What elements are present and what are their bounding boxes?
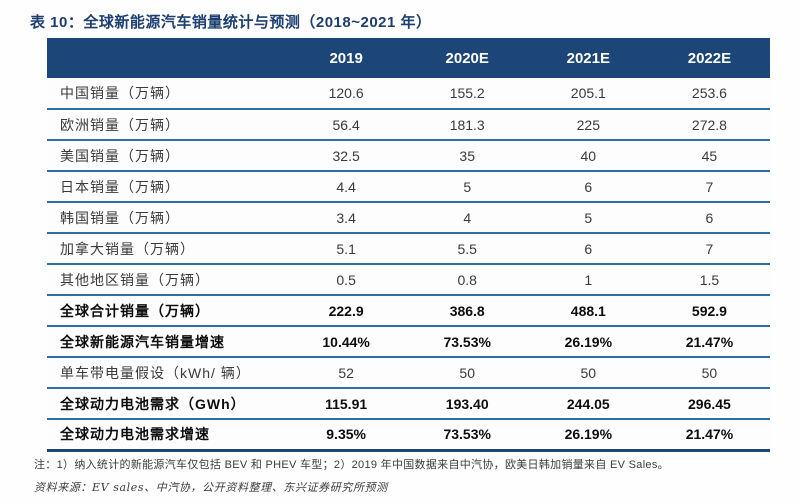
note-line: 注：1）纳入统计的新能源汽车仅包括 BEV 和 PHEV 车型；2）2019 年… <box>34 459 669 471</box>
cell-value: 6 <box>584 240 593 257</box>
row-label: 全球动力电池需求（GWh） <box>60 395 246 412</box>
sales-forecast-table: 2019 2020E 2021E 2022E 中国销量（万辆） 120.6 155.2 20… <box>47 38 770 452</box>
cell-value: 32.5 <box>332 147 360 164</box>
table-body: 中国销量（万辆） 120.6 155.2 205.1 253.6 欧洲销量（万辆） 56.4… <box>47 78 770 450</box>
table-row: 日本销量（万辆） 4.4 5 6 7 <box>47 171 770 202</box>
table-row: 全球动力电池需求增速 9.35% 73.53% 26.19% 21.47% <box>47 419 770 450</box>
table-row: 全球新能源汽车销量增速 10.44% 73.53% 26.19% 21.47% <box>47 326 770 357</box>
row-label: 其他地区销量（万辆） <box>60 271 210 288</box>
cell-value: 6 <box>705 209 714 226</box>
table-row: 加拿大销量（万辆） 5.1 5.5 6 7 <box>47 233 770 264</box>
cell-value: 73.53% <box>443 426 491 443</box>
col-header-year: 2020E <box>445 49 489 67</box>
cell-value: 244.05 <box>566 395 610 412</box>
cell-value: 5 <box>584 209 593 226</box>
row-label: 全球新能源汽车销量增速 <box>60 333 225 350</box>
cell-value: 0.5 <box>336 271 356 288</box>
footnotes: 注：1）纳入统计的新能源汽车仅包括 BEV 和 PHEV 车型；2）2019 年… <box>34 456 774 495</box>
row-label: 中国销量（万辆） <box>60 85 180 101</box>
table-row: 中国销量（万辆） 120.6 155.2 205.1 253.6 <box>47 78 770 109</box>
cell-value: 592.9 <box>691 302 727 319</box>
cell-value: 488.1 <box>570 302 606 319</box>
cell-value: 205.1 <box>570 85 606 101</box>
cell-value: 225 <box>576 116 600 133</box>
cell-value: 120.6 <box>328 85 364 101</box>
cell-value: 21.47% <box>685 333 734 350</box>
row-label: 全球合计销量（万辆） <box>60 302 210 319</box>
cell-value: 50 <box>459 364 475 381</box>
col-header-year: 2021E <box>566 49 610 67</box>
cell-value: 26.19% <box>564 426 613 443</box>
col-header-year: 2019 <box>329 49 363 67</box>
cell-value: 40 <box>580 147 597 164</box>
cell-value: 155.2 <box>449 85 485 101</box>
table-row: 全球合计销量（万辆） 222.9 386.8 488.1 592.9 <box>47 295 770 326</box>
cell-value: 7 <box>705 178 714 195</box>
cell-value: 253.6 <box>691 85 727 101</box>
cell-value: 1 <box>584 271 593 288</box>
cell-value: 181.3 <box>449 116 485 133</box>
cell-value: 9.35% <box>326 426 366 443</box>
cell-value: 45 <box>701 147 718 164</box>
cell-value: 52 <box>338 364 354 381</box>
table-row: 韩国销量（万辆） 3.4 4 5 6 <box>47 202 770 233</box>
cell-value: 296.45 <box>688 395 731 412</box>
cell-value: 222.9 <box>328 302 364 319</box>
row-label: 韩国销量（万辆） <box>60 209 180 226</box>
page-title: 表 10：全球新能源汽车销量统计与预测（2018~2021 年） <box>30 14 432 31</box>
cell-value: 50 <box>701 364 718 381</box>
cell-value: 5.1 <box>336 240 356 257</box>
cell-value: 73.53% <box>443 333 491 350</box>
row-label: 欧洲销量（万辆） <box>60 116 180 133</box>
row-label: 美国销量（万辆） <box>60 147 180 164</box>
cell-value: 193.40 <box>445 395 489 412</box>
cell-value: 7 <box>705 240 714 257</box>
cell-value: 21.47% <box>685 426 734 443</box>
cell-value: 35 <box>459 147 475 164</box>
row-label: 全球动力电池需求增速 <box>60 426 210 443</box>
cell-value: 386.8 <box>449 302 485 319</box>
cell-value: 4 <box>463 209 472 226</box>
col-header-year: 2022E <box>687 49 732 67</box>
cell-value: 3.4 <box>336 209 356 226</box>
col-header-empty <box>47 38 286 78</box>
table-header-row: 2019 2020E 2021E 2022E <box>47 38 770 78</box>
row-label: 加拿大销量（万辆） <box>60 240 195 257</box>
cell-value: 5.5 <box>457 240 477 257</box>
row-label: 日本销量（万辆） <box>60 178 180 195</box>
cell-value: 26.19% <box>564 333 613 350</box>
table-row: 全球动力电池需求（GWh） 115.91 193.40 244.05 296.45 <box>47 388 770 419</box>
table-row: 欧洲销量（万辆） 56.4 181.3 225 272.8 <box>47 109 770 140</box>
cell-value: 56.4 <box>332 116 360 133</box>
cell-value: 272.8 <box>691 116 727 133</box>
cell-value: 10.44% <box>322 333 370 350</box>
cell-value: 4.4 <box>336 178 356 195</box>
cell-value: 0.8 <box>457 271 477 288</box>
cell-value: 115.91 <box>325 395 368 412</box>
cell-value: 1.5 <box>699 271 720 288</box>
table-row: 美国销量（万辆） 32.5 35 40 45 <box>47 140 770 171</box>
cell-value: 6 <box>584 178 593 195</box>
source-line: 资料来源：EV sales、中汽协，公开资料整理、东兴证券研究所预测 <box>34 481 388 494</box>
cell-value: 5 <box>463 178 472 195</box>
table-header: 2019 2020E 2021E 2022E <box>47 38 770 78</box>
cell-value: 50 <box>580 364 597 381</box>
row-label: 单车带电量假设（kWh/ 辆） <box>60 364 251 381</box>
table-row: 单车带电量假设（kWh/ 辆） 52 50 50 50 <box>47 357 770 388</box>
table-row: 其他地区销量（万辆） 0.5 0.8 1 1.5 <box>47 264 770 295</box>
